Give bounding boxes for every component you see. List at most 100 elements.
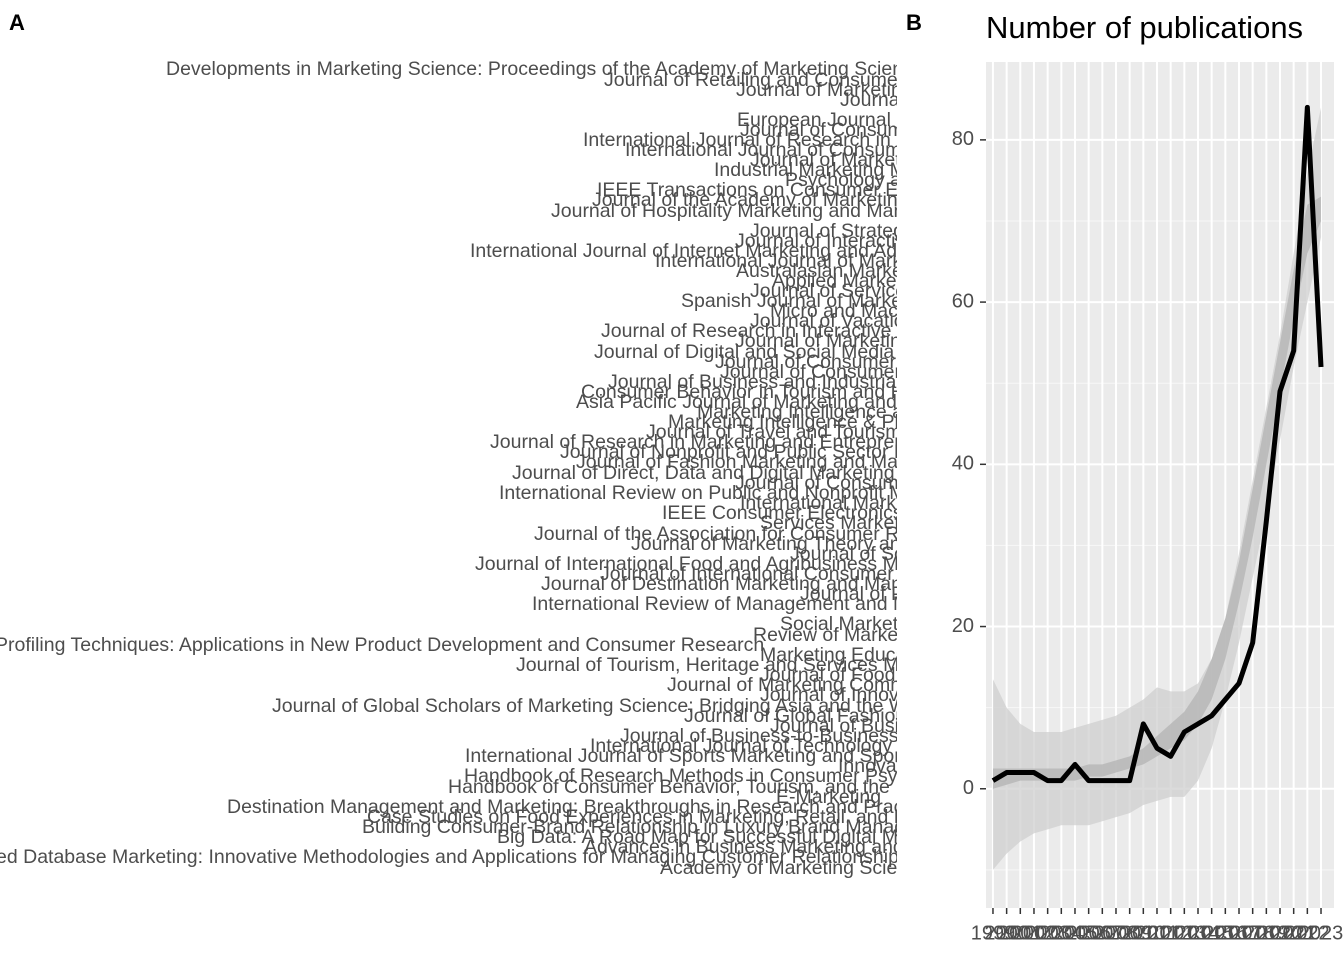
x-tick-label: 2009: [1107, 922, 1152, 944]
journal-label: Journal of Consumer Behaviour: [720, 361, 995, 383]
journal-label: Marketing Education Review: [760, 644, 1008, 666]
x-tick-label: 2005: [1053, 922, 1098, 944]
x-tick-label: 2006: [1066, 922, 1111, 944]
journal-label: Journal of Strategic Marketing: [750, 220, 1009, 242]
journal-label: Journal of Nonprofit and Public Sector M…: [560, 441, 979, 463]
journal-label: IEEE Transactions on Consumer Electronic…: [597, 179, 981, 201]
journal-label: Journal of Digital and Social Media Mark…: [594, 341, 985, 363]
journal-label: Journal of Retailing and Consumer Servic…: [604, 69, 985, 91]
journal-label: Innovative Marketing: [838, 755, 1018, 777]
journal-label: Asia Pacific Journal of Marketing and Lo…: [576, 391, 978, 413]
journal-label: Journal of Fashion Marketing and Managem…: [576, 451, 985, 473]
journal-label: Psychology and Marketing: [785, 169, 1014, 191]
journal-label: Journal of International Consumer Market…: [600, 563, 985, 585]
journal-label: Journal of Marketing Communications: [667, 674, 995, 696]
journal-label: International Journal of Market Research: [655, 250, 1007, 272]
journal-label: Journal of Direct, Data and Digital Mark…: [512, 462, 970, 484]
journal-label: E-Marketing: [776, 786, 881, 808]
journal-label: European Journal of Marketing: [737, 109, 1004, 131]
x-tick-label: 2003: [1025, 922, 1070, 944]
journal-label: Journal of Social Marketing: [790, 543, 1025, 565]
journal-label: Marketing Intelligence & Planning: [668, 411, 957, 433]
journal-label: Journal of Innovation and Knowledge: [760, 684, 1081, 706]
x-tick-label: 2004: [1039, 922, 1084, 944]
x-tick-label: 2017: [1217, 922, 1262, 944]
y-tick-label: 60: [952, 290, 974, 312]
journal-label: Journal of Services Marketing: [750, 280, 1007, 302]
journal-label: Spanish Journal of Marketing - ESIC: [681, 290, 996, 312]
x-tick-label: 2010: [1121, 922, 1166, 944]
x-tick-label: 2014: [1176, 922, 1221, 944]
journal-label: Australasian Marketing Journal: [736, 260, 1004, 282]
journal-label: Social Marketing Quarterly: [780, 613, 1010, 635]
journal-label: International Marketing Review: [740, 492, 1009, 514]
journal-label: Industrial Marketing Management: [714, 159, 1004, 181]
journal-labels: Developments in Marketing Science: Proce…: [0, 58, 1173, 879]
journal-label: Developments in Marketing Science: Proce…: [166, 58, 924, 80]
journal-label: International Journal of Research in Mar…: [583, 129, 982, 151]
x-tick-label: 2001: [998, 922, 1043, 944]
x-tick-label: 2019: [1244, 922, 1289, 944]
journal-label: Consumer Behavior in Tourism and Hospita…: [581, 381, 981, 403]
journal-label: International Review of Management and M…: [532, 593, 979, 615]
journal-label: Journal of Travel and Tourism Marketing: [646, 421, 992, 443]
journal-label: Journal of Food Products Marketing: [760, 664, 1069, 686]
plot: 0204060801999200020012002200320042005200…: [952, 62, 1344, 944]
journal-label: International Journal of Internet Market…: [470, 240, 970, 262]
journal-label: Journal of Global Fashion Marketing: [684, 705, 997, 727]
journal-label: Journal of Business-to-Business Marketin…: [620, 725, 990, 747]
journal-label: Journal of International Food and Agribu…: [475, 553, 968, 575]
journal-label: International Journal of Consumer Studie…: [625, 139, 989, 161]
y-tick-label: 0: [963, 777, 974, 799]
journal-label: International Journal of Sports Marketin…: [465, 745, 968, 767]
journal-label: Journal of Marketing Management: [750, 149, 1046, 171]
journal-label: Journal of Business Research: [840, 89, 1099, 111]
journal-label: Big Data: A Road Map for Successful Digi…: [497, 826, 967, 848]
x-tick-label: 2007: [1080, 922, 1125, 944]
x-tick-label: 2020: [1258, 922, 1303, 944]
journal-label: Journal of Research in Interactive Marke…: [601, 320, 983, 342]
journal-label: Journal of Consumer Marketing: [715, 351, 987, 373]
x-tick-label: 2002: [1012, 922, 1057, 944]
journal-label: Destination Management and Marketing: Br…: [227, 796, 934, 818]
journal-label: Journal of Hospitality Marketing and Man…: [551, 200, 981, 222]
journal-label: Journal of Destination Marketing and Man…: [541, 573, 978, 595]
x-tick-label: 2023: [1299, 922, 1344, 944]
x-tick-label: 2021: [1271, 922, 1316, 944]
journal-label: Journal of Vacation Marketing: [750, 310, 1007, 332]
journal-label: Journal of Research in Marketing and Ent…: [490, 431, 969, 453]
journal-label: International Journal of Technology Mark…: [590, 735, 983, 757]
journal-label: Journal of Business and Industrial Marke…: [608, 371, 992, 393]
x-tick-label: 2012: [1148, 922, 1193, 944]
journal-label: Journal of Global Scholars of Marketing …: [272, 695, 939, 717]
journal-label: Journal of Marketing: [736, 79, 913, 101]
x-tick-label: 2015: [1189, 922, 1234, 944]
journal-label: Advances in Business Marketing and Purch…: [584, 836, 1007, 858]
journal-label: Journal of Tourism, Heritage and Service…: [516, 654, 969, 676]
journal-label: International Review on Public and Nonpr…: [499, 482, 975, 504]
journal-label: Journal of Product and Brand Management: [800, 583, 1173, 605]
journal-label: Handbook of Consumer Behavior, Tourism, …: [448, 776, 962, 798]
y-tick-label: 20: [952, 615, 974, 637]
journal-label: Applied Marketing Analytics: [772, 270, 1011, 292]
chart-title: Number of publications: [986, 10, 1303, 45]
y-tick-label: 40: [952, 453, 974, 475]
x-tick-label: 2018: [1230, 922, 1275, 944]
journal-label: IEEE Consumer Electronics Magazine: [662, 502, 993, 524]
x-tick-label: 1999: [971, 922, 1016, 944]
journal-label: Journal of Marketing Theory and Practice: [631, 533, 987, 555]
confidence-band: [992, 196, 1322, 789]
journal-label: Journal of Business Economics: [770, 715, 1041, 737]
journal-label: Micro and Macro Marketing: [770, 300, 1006, 322]
x-tick-label: 2016: [1203, 922, 1248, 944]
journal-label: Case Studies on Food Experiences in Mark…: [367, 806, 954, 828]
x-tick-label: 2022: [1285, 922, 1330, 944]
journal-label: Journal of the Academy of Marketing Scie…: [592, 189, 983, 211]
journal-label: ed Database Marketing: Innovative Method…: [0, 846, 909, 868]
journal-label: Journal of Interactive Marketing: [735, 230, 1007, 252]
journal-label: Profiling Techniques: Applications in Ne…: [0, 634, 764, 656]
x-tick-label: 2013: [1162, 922, 1207, 944]
journal-label: Journal of Consumer Psychology: [735, 472, 1021, 494]
plot-area: [991, 104, 1324, 870]
